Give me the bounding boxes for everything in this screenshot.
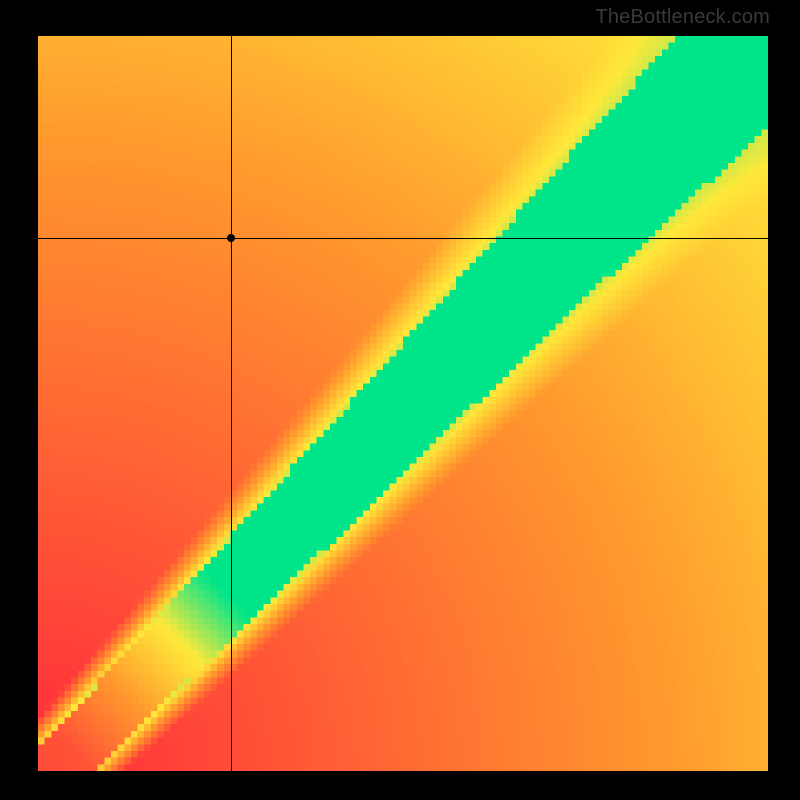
crosshair-vertical <box>231 36 232 771</box>
bottleneck-heatmap <box>38 36 768 771</box>
watermark-text: TheBottleneck.com <box>595 6 770 29</box>
heatmap-canvas <box>38 36 768 771</box>
data-point-marker <box>227 234 235 242</box>
crosshair-horizontal <box>38 238 768 239</box>
